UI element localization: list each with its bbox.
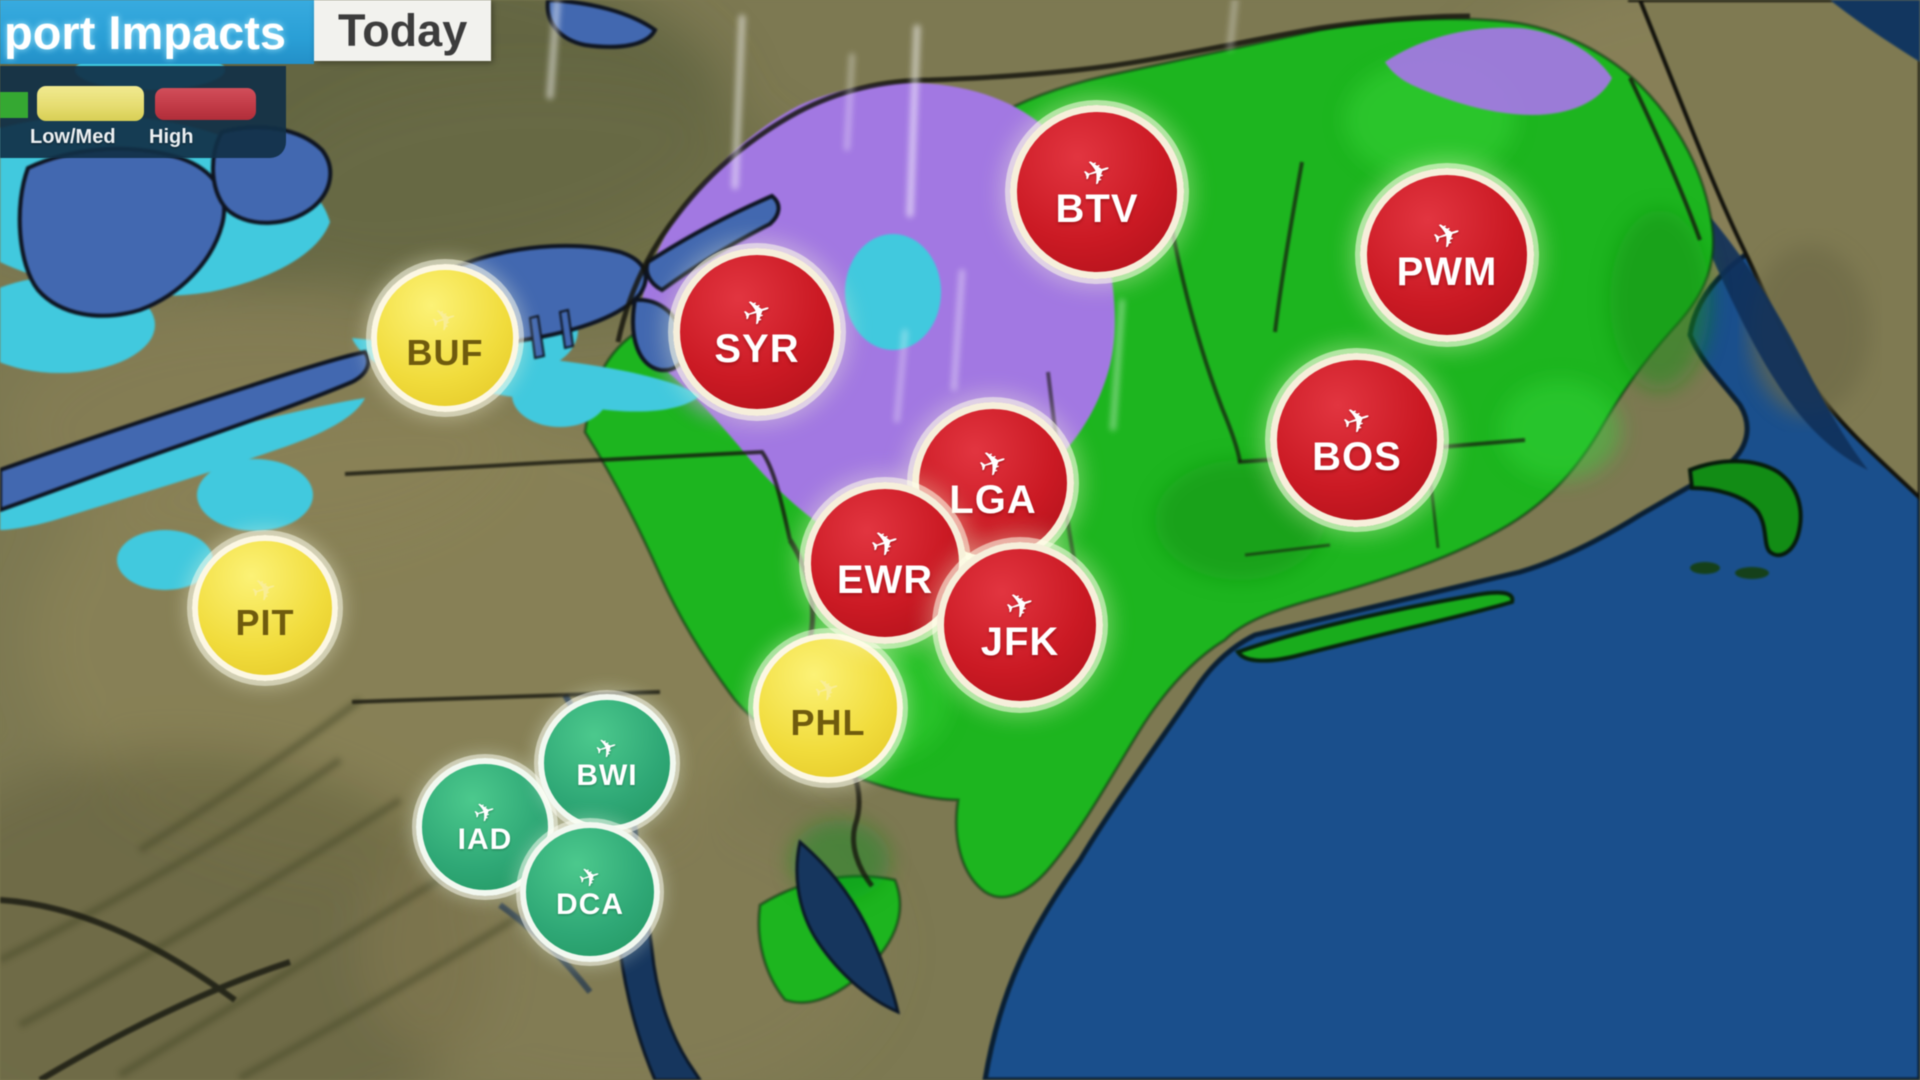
island-2	[1735, 567, 1769, 579]
bay-of-fundy	[1700, 205, 1868, 470]
airport-code: PWM	[1396, 249, 1498, 294]
airport-code: DCA	[556, 887, 624, 921]
legend-label-lowmed: Low/Med	[30, 126, 116, 148]
airport-marker-pit[interactable]: ✈ PIT	[192, 535, 338, 681]
title-bar: port Impacts Today	[0, 0, 492, 64]
airport-marker-lga[interactable]: ✈ LGA	[912, 402, 1074, 564]
topright-inlet	[1830, 0, 1920, 62]
island-1	[1690, 562, 1720, 574]
airport-marker-dca[interactable]: ✈ DCA	[520, 822, 660, 962]
airport-marker-buf[interactable]: ✈ BUF	[371, 264, 519, 412]
airport-marker-bos[interactable]: ✈ BOS	[1270, 353, 1444, 527]
airport-marker-syr[interactable]: ✈ SYR	[673, 248, 841, 416]
airport-code: JFK	[980, 619, 1060, 664]
finger-lake-1	[528, 314, 546, 360]
cape-cod	[1687, 459, 1803, 558]
ridge-shadows	[0, 897, 291, 1080]
airport-marker-bwi[interactable]: ✈ BWI	[538, 694, 676, 832]
airport-code: BOS	[1312, 434, 1402, 479]
airport-marker-pwm[interactable]: ✈ PWM	[1360, 168, 1534, 342]
st-lawrence-river	[644, 193, 781, 293]
scale-lowmed-segment	[37, 86, 144, 121]
scale-low-segment	[0, 92, 28, 118]
scale-high-segment	[155, 88, 256, 120]
impact-scale-bar	[0, 86, 286, 122]
airport-code: LGA	[949, 477, 1037, 522]
page-title: port Impacts	[0, 0, 315, 64]
airport-code: BUF	[406, 331, 484, 373]
airport-code: SYR	[714, 326, 800, 371]
lakes	[0, 0, 781, 513]
long-island	[1234, 590, 1515, 663]
wintry-mix-maine-sliver	[1385, 27, 1612, 115]
airport-code: BWI	[576, 758, 638, 792]
canada-border	[615, 13, 1471, 343]
airport-marker-iad[interactable]: ✈ IAD	[416, 758, 554, 896]
airport-marker-jfk[interactable]: ✈ JFK	[937, 542, 1103, 708]
finger-lake-2	[558, 308, 575, 350]
time-tab: Today	[314, 0, 492, 61]
airport-code: EWR	[836, 557, 934, 602]
delaware-bay	[795, 839, 901, 1015]
legend-label-high: High	[149, 126, 194, 148]
airport-code: BTV	[1055, 186, 1139, 231]
airport-marker-btv[interactable]: ✈ BTV	[1010, 105, 1184, 279]
airport-code: PHL	[790, 701, 866, 743]
airport-code: IAD	[457, 822, 513, 856]
lake-erie	[0, 349, 371, 513]
airport-code: PIT	[235, 601, 295, 643]
airport-marker-phl[interactable]: ✈ PHL	[753, 633, 903, 783]
impact-legend: Low/Med High	[0, 66, 286, 158]
